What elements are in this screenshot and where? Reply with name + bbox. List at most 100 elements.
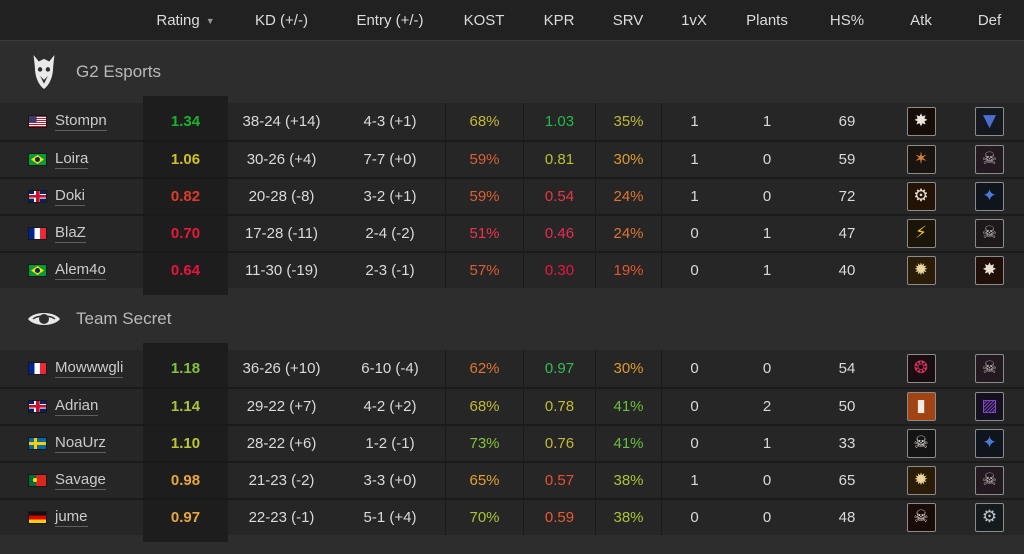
attacker-operator-icon[interactable]: ☠ xyxy=(906,429,936,458)
attacker-operator-icon[interactable]: ✸ xyxy=(906,107,936,136)
flag-icon xyxy=(29,438,46,449)
srv-value: 41% xyxy=(595,426,661,461)
entry-value: 4-2 (+2) xyxy=(363,398,417,415)
stats-table-header: Rating ▼ KD (+/-) Entry (+/-) KOST KPR S… xyxy=(0,0,1024,41)
kpr-value: 0.78 xyxy=(523,389,595,424)
plants-value: 1 xyxy=(762,225,772,242)
flag-icon xyxy=(29,228,46,239)
player-name-link[interactable]: Mowwwgli xyxy=(55,359,124,379)
1vx-value: 1 xyxy=(661,103,727,140)
defender-operator-icon[interactable]: ▨ xyxy=(975,392,1004,421)
kost-value: 62% xyxy=(445,350,523,387)
hs-value: 69 xyxy=(838,113,856,130)
defender-operator-icon[interactable]: ✸ xyxy=(975,256,1004,285)
player-name-link[interactable]: Doki xyxy=(55,187,86,207)
hs-value: 48 xyxy=(838,509,856,526)
team-rows: Mowwwgli 1.18 36-26 (+10) 6-10 (-4) 62% … xyxy=(0,343,1024,542)
attacker-operator-icon[interactable]: ▮ xyxy=(906,392,936,421)
kd-value: 36-26 (+10) xyxy=(242,360,321,377)
player-name-link[interactable]: Savage xyxy=(55,471,106,491)
entry-value: 7-7 (+0) xyxy=(363,151,417,168)
flag-icon xyxy=(29,475,46,486)
srv-value: 24% xyxy=(595,179,661,214)
player-name-link[interactable]: Adrian xyxy=(55,397,99,417)
attacker-operator-icon[interactable]: ⚙ xyxy=(906,182,936,211)
column-header-kpr[interactable]: KPR xyxy=(543,11,575,29)
attacker-operator-icon[interactable]: ✹ xyxy=(906,256,936,285)
plants-value: 0 xyxy=(762,509,772,526)
kost-value: 59% xyxy=(445,142,523,177)
entry-value: 3-3 (+0) xyxy=(363,472,417,489)
plants-value: 0 xyxy=(762,472,772,489)
flag-icon xyxy=(29,116,46,127)
team-name: Team Secret xyxy=(76,309,172,328)
rating-value: 0.98 xyxy=(143,463,228,498)
column-header-atk[interactable]: Atk xyxy=(910,11,932,29)
rating-value: 0.97 xyxy=(143,500,228,535)
kost-value: 57% xyxy=(445,253,523,288)
column-header-kd[interactable]: KD (+/-) xyxy=(255,11,308,29)
rating-value: 1.34 xyxy=(143,103,228,140)
column-header-plants[interactable]: Plants xyxy=(746,11,788,29)
1vx-value: 1 xyxy=(661,179,727,214)
plants-value: 1 xyxy=(762,262,772,279)
kpr-value: 0.57 xyxy=(523,463,595,498)
rating-value: 1.14 xyxy=(143,389,228,424)
attacker-operator-icon[interactable]: ⚡ xyxy=(906,219,936,248)
g2-esports-logo xyxy=(33,55,55,89)
attacker-operator-icon[interactable]: ☠ xyxy=(906,503,936,532)
column-header-rating[interactable]: Rating ▼ xyxy=(143,0,228,40)
team-rows: Stompn 1.34 38-24 (+14) 4-3 (+1) 68% 1.0… xyxy=(0,96,1024,295)
player-name-link[interactable]: NoaUrz xyxy=(55,434,106,454)
table-row: Loira 1.06 30-26 (+4) 7-7 (+0) 59% 0.81 … xyxy=(0,140,1024,177)
column-header-hs[interactable]: HS% xyxy=(829,11,865,29)
player-name-link[interactable]: jume xyxy=(55,508,88,528)
1vx-value: 1 xyxy=(661,142,727,177)
kost-value: 73% xyxy=(445,426,523,461)
attacker-operator-icon[interactable]: ✶ xyxy=(906,145,936,174)
entry-value: 5-1 (+4) xyxy=(363,509,417,526)
player-name-link[interactable]: Stompn xyxy=(55,112,107,132)
column-header-kost[interactable]: KOST xyxy=(463,11,505,29)
column-header-1vx[interactable]: 1vX xyxy=(681,11,707,29)
table-row: NoaUrz 1.10 28-22 (+6) 1-2 (-1) 73% 0.76… xyxy=(0,424,1024,461)
kpr-value: 0.30 xyxy=(523,253,595,288)
1vx-value: 0 xyxy=(661,350,727,387)
entry-value: 4-3 (+1) xyxy=(363,113,417,130)
team-section: Team Secret Mowwwgli 1.18 36-26 (+10) 6-… xyxy=(0,288,1024,542)
column-header-def[interactable]: Def xyxy=(977,11,1002,29)
defender-operator-icon[interactable]: ✦ xyxy=(975,429,1004,458)
attacker-operator-icon[interactable]: ❂ xyxy=(906,354,936,383)
table-row: jume 0.97 22-23 (-1) 5-1 (+4) 70% 0.59 3… xyxy=(0,498,1024,535)
defender-operator-icon[interactable]: ▼ xyxy=(975,107,1004,136)
table-row: BlaZ 0.70 17-28 (-11) 2-4 (-2) 51% 0.46 … xyxy=(0,214,1024,251)
column-header-srv[interactable]: SRV xyxy=(612,11,644,29)
team-logo xyxy=(26,301,62,337)
team-section: G2 Esports Stompn 1.34 38-24 (+14) 4-3 (… xyxy=(0,41,1024,295)
1vx-value: 0 xyxy=(661,216,727,251)
kd-value: 11-30 (-19) xyxy=(244,262,319,279)
entry-value: 6-10 (-4) xyxy=(361,360,419,377)
entry-value: 2-4 (-2) xyxy=(365,225,415,242)
kd-value: 17-28 (-11) xyxy=(244,225,319,242)
srv-value: 30% xyxy=(595,142,661,177)
defender-operator-icon[interactable]: ✦ xyxy=(975,182,1004,211)
kpr-value: 0.59 xyxy=(523,500,595,535)
player-name-link[interactable]: Alem4o xyxy=(55,261,106,281)
kd-value: 38-24 (+14) xyxy=(242,113,321,130)
plants-value: 2 xyxy=(762,398,772,415)
column-header-entry[interactable]: Entry (+/-) xyxy=(356,11,424,29)
defender-operator-icon[interactable]: ⚙ xyxy=(975,503,1004,532)
defender-operator-icon[interactable]: ☠ xyxy=(975,219,1004,248)
attacker-operator-icon[interactable]: ✹ xyxy=(906,466,936,495)
kost-value: 59% xyxy=(445,179,523,214)
defender-operator-icon[interactable]: ☠ xyxy=(975,354,1004,383)
player-name-link[interactable]: BlaZ xyxy=(55,224,86,244)
player-name-link[interactable]: Loira xyxy=(55,150,89,170)
defender-operator-icon[interactable]: ☠ xyxy=(975,145,1004,174)
defender-operator-icon[interactable]: ☠ xyxy=(975,466,1004,495)
srv-value: 30% xyxy=(595,350,661,387)
kd-value: 20-28 (-8) xyxy=(248,188,315,205)
hs-value: 54 xyxy=(838,360,856,377)
